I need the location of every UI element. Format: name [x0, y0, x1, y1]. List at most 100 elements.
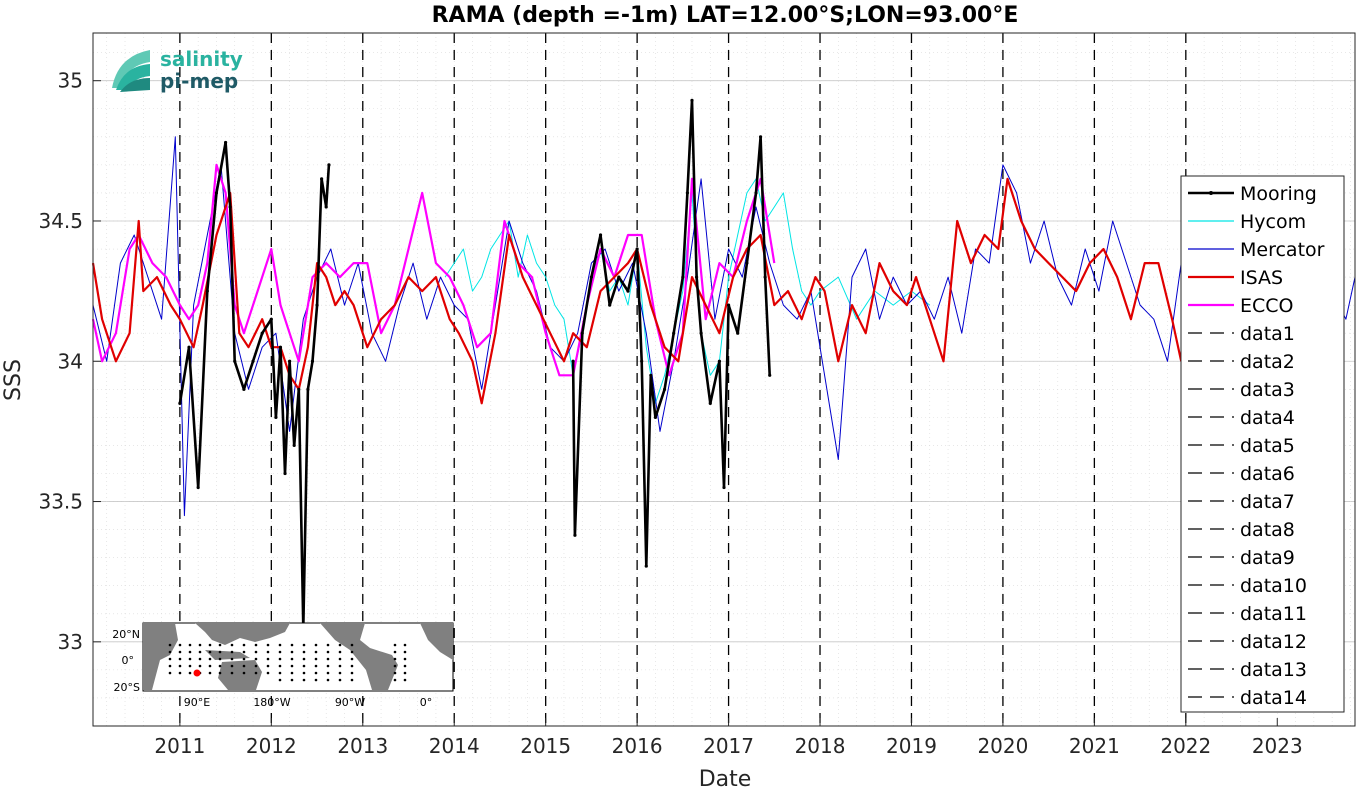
series-point-mooring — [187, 345, 191, 349]
mooring-dot — [266, 664, 270, 668]
mooring-dot — [314, 678, 318, 682]
legend-label-mooring: Mooring — [1240, 183, 1317, 205]
mooring-dot — [218, 657, 222, 661]
x-tick-label-2018: 2018 — [795, 734, 846, 758]
mooring-dot — [393, 643, 397, 647]
mooring-dot — [393, 671, 397, 675]
legend-label-data9: data9 — [1240, 547, 1295, 569]
x-tick-label-2016: 2016 — [612, 734, 663, 758]
series-point-mooring — [205, 289, 209, 293]
year-separator-lines — [179, 33, 1187, 726]
mooring-dot — [393, 664, 397, 668]
mooring-dot — [266, 650, 270, 654]
series-point-mooring — [580, 331, 584, 335]
x-tick-label-2013: 2013 — [337, 734, 388, 758]
legend-label-data4: data4 — [1240, 407, 1295, 429]
mooring-dot — [198, 664, 202, 668]
legend-label-mercator: Mercator — [1240, 239, 1325, 261]
mooring-dot — [350, 650, 354, 654]
mooring-dot — [198, 650, 202, 654]
mooring-dot — [278, 664, 282, 668]
x-tick-label-2020: 2020 — [977, 734, 1028, 758]
series-point-mooring — [708, 401, 712, 405]
series-point-mooring — [242, 387, 246, 391]
mooring-dot — [278, 650, 282, 654]
mooring-dot — [242, 671, 246, 675]
y-tick-label: 33 — [58, 630, 83, 654]
mooring-dot — [168, 664, 172, 668]
mooring-dot — [302, 664, 306, 668]
series-point-mooring — [283, 471, 287, 476]
mooring-dot — [242, 643, 246, 647]
mooring-dot — [230, 650, 234, 654]
legend-label-data10: data10 — [1240, 575, 1307, 597]
mooring-dot — [403, 671, 407, 675]
series-point-mooring — [324, 205, 328, 209]
mooring-dot — [278, 678, 282, 682]
mooring-dot — [178, 657, 182, 661]
land-africa — [143, 623, 178, 690]
series-point-mooring — [310, 359, 315, 363]
x-axis-label: Date — [699, 767, 752, 790]
mooring-dot — [403, 664, 407, 668]
series-point-mooring — [278, 345, 283, 349]
mooring-dot — [326, 678, 330, 682]
plot-area-border — [92, 32, 1356, 727]
mooring-dot — [338, 664, 342, 668]
series-line-hycom — [444, 178, 931, 404]
y-tick-label: 35 — [58, 69, 83, 93]
series-point-mooring — [196, 485, 200, 490]
logo-wave-icon-3 — [120, 78, 150, 92]
land-west-africa — [420, 623, 453, 660]
mooring-dot — [350, 671, 354, 675]
mooring-array-dots — [168, 643, 407, 682]
mooring-dot — [393, 678, 397, 682]
series-point-mooring — [758, 135, 763, 139]
series-point-mooring — [644, 564, 648, 568]
series-point-mooring — [320, 177, 324, 181]
mooring-dot — [350, 643, 354, 647]
series-point-mooring — [763, 275, 767, 279]
legend-marker-mooring — [1209, 191, 1213, 195]
mooring-dot — [278, 671, 282, 675]
x-tick-label-2023: 2023 — [1252, 734, 1303, 758]
mooring-dot — [178, 643, 182, 647]
mooring-dot — [290, 678, 294, 682]
legend-label-data7: data7 — [1240, 491, 1295, 513]
mooring-dot — [326, 671, 330, 675]
map-lon-label-0: 0° — [420, 696, 433, 709]
series-point-mooring — [626, 289, 630, 293]
mooring-dot — [314, 650, 318, 654]
mooring-dot — [302, 657, 306, 661]
mooring-dot — [393, 650, 397, 654]
series-point-mooring — [573, 533, 577, 537]
legend-label-data3: data3 — [1240, 379, 1295, 401]
mooring-dot — [338, 657, 342, 661]
mooring-dot — [403, 678, 407, 682]
logo-wave-icon-2 — [116, 64, 150, 90]
mooring-dot — [218, 650, 222, 654]
series-point-mooring — [269, 317, 273, 321]
x-tick-label-2017: 2017 — [703, 734, 754, 758]
mooring-dot — [403, 657, 407, 661]
y-axis-label: SSS — [1, 359, 26, 401]
mooring-dot — [290, 664, 294, 668]
x-tick-label-2022: 2022 — [1160, 734, 1211, 758]
series-point-mooring — [571, 359, 575, 363]
map-lon-label-180w: 180°W — [253, 696, 290, 709]
series-point-mooring — [768, 373, 772, 377]
series-point-mooring — [233, 359, 237, 363]
mooring-dot — [290, 650, 294, 654]
mooring-dot — [290, 671, 294, 675]
series-point-mooring — [681, 275, 685, 279]
x-axis-ticks: 2011 2012 2013 2014 2015 2016 2017 2018 2019 2020… — [154, 718, 1303, 758]
series-line-isas — [91, 177, 1183, 405]
series-point-mooring — [224, 140, 228, 145]
chart-legend: Mooring Hycom Mercator ISAS ECCO data1 data2 da… — [1180, 175, 1345, 713]
mooring-dot — [302, 671, 306, 675]
chart-grid — [93, 33, 1355, 726]
land-indonesia — [205, 650, 250, 660]
legend-label-data14: data14 — [1240, 687, 1307, 709]
mooring-dot — [242, 657, 246, 661]
series-point-mooring — [722, 485, 726, 490]
